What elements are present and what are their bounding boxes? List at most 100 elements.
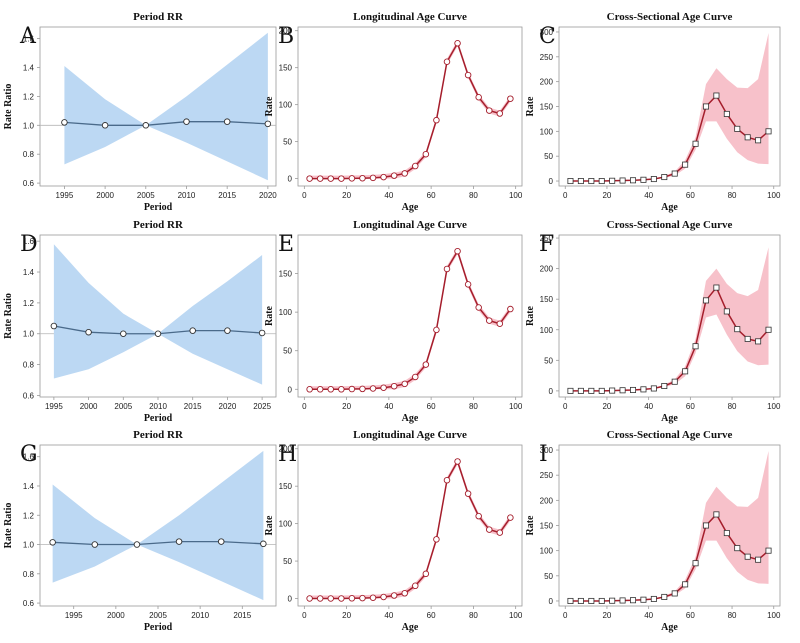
- data-point: [475, 94, 482, 101]
- y-tick-label: 150: [540, 522, 554, 531]
- data-point: [598, 178, 605, 185]
- data-point: [369, 594, 377, 602]
- x-tick-label: 2005: [149, 611, 167, 620]
- data-point: [154, 330, 162, 337]
- plot-frame: [39, 26, 277, 187]
- x-tick-label: 2000: [80, 402, 98, 411]
- y-tick-label: 0.6: [23, 391, 35, 400]
- y-tick-label: 50: [283, 347, 292, 356]
- data-point: [577, 597, 584, 604]
- data-point: [496, 110, 504, 117]
- data-point: [588, 387, 595, 394]
- panel-title: Period RR: [133, 219, 184, 231]
- y-tick-label: 1.2: [23, 92, 35, 101]
- data-point: [630, 386, 637, 393]
- data-point: [744, 553, 751, 560]
- data-point: [485, 317, 493, 324]
- panel-title: Longitudinal Age Curve: [353, 11, 467, 23]
- data-point: [619, 597, 626, 604]
- x-tick-label: 60: [427, 402, 436, 411]
- data-point: [327, 386, 335, 393]
- x-axis-label: Period: [144, 202, 173, 213]
- data-point: [671, 170, 678, 177]
- x-tick-label: 40: [644, 191, 653, 200]
- data-point: [577, 178, 584, 185]
- x-tick-label: 80: [469, 191, 478, 200]
- series-line: [64, 121, 268, 126]
- x-tick-label: 0: [563, 611, 568, 620]
- y-tick-label: 0: [288, 385, 293, 394]
- x-tick-label: 20: [602, 611, 611, 620]
- y-tick-label: 1.2: [23, 299, 35, 308]
- data-point: [412, 373, 419, 381]
- data-point: [359, 385, 366, 393]
- data-point: [588, 178, 595, 185]
- data-point: [454, 247, 461, 255]
- y-tick-label: 200: [279, 445, 293, 454]
- x-tick-label: 0: [302, 402, 307, 411]
- x-tick-label: 60: [427, 191, 436, 200]
- panel-title: Period RR: [133, 11, 184, 23]
- y-axis-label: Rate: [264, 96, 275, 117]
- data-point: [619, 387, 626, 394]
- data-point: [306, 595, 313, 602]
- data-point: [390, 382, 398, 390]
- y-tick-label: 1.6: [23, 35, 35, 44]
- data-point: [630, 597, 637, 604]
- y-tick-label: 100: [540, 547, 554, 556]
- data-point: [755, 137, 762, 144]
- y-tick-label: 200: [540, 496, 554, 505]
- y-tick-label: 300: [540, 446, 554, 455]
- x-axis-label: Period: [144, 413, 173, 424]
- panel-D: D Period RR 1995 2000 2005 2010 2015 2020 2025 0.…: [3, 219, 277, 424]
- data-point: [507, 305, 514, 313]
- x-tick-label: 80: [728, 611, 737, 620]
- data-point: [369, 174, 377, 182]
- y-tick-label: 200: [540, 78, 554, 87]
- y-tick-label: 250: [540, 53, 554, 62]
- data-point: [734, 326, 741, 333]
- y-tick-label: 1.4: [23, 63, 35, 72]
- confidence-band: [309, 248, 511, 390]
- x-tick-label: 2015: [184, 402, 202, 411]
- data-point: [496, 529, 504, 536]
- data-point: [217, 538, 225, 545]
- data-point: [755, 338, 762, 345]
- data-point: [723, 530, 730, 537]
- data-point: [422, 150, 430, 158]
- y-tick-label: 0.8: [23, 361, 35, 370]
- y-tick-label: 150: [279, 270, 293, 279]
- y-tick-label: 200: [279, 27, 293, 36]
- data-point: [650, 595, 657, 602]
- y-tick-label: 50: [544, 356, 553, 365]
- x-tick-label: 2015: [218, 191, 236, 200]
- data-point: [348, 385, 356, 393]
- panel-letter: F: [539, 232, 554, 257]
- y-axis-label: Rate Ratio: [3, 293, 14, 339]
- x-tick-label: 80: [728, 191, 737, 200]
- y-tick-label: 1.6: [23, 237, 35, 246]
- data-point: [348, 595, 356, 602]
- plot-frame: [297, 234, 523, 398]
- panel-title: Cross-Sectional Age Curve: [607, 11, 733, 23]
- data-point: [682, 368, 689, 375]
- x-tick-label: 100: [509, 611, 523, 620]
- panel-E: E Longitudinal Age Curve 0 20 40 60 80 100 0 50 10…: [264, 219, 523, 424]
- data-point: [692, 560, 699, 567]
- data-point: [475, 512, 482, 520]
- x-tick-label: 20: [342, 402, 351, 411]
- x-tick-label: 20: [342, 611, 351, 620]
- x-tick-label: 1995: [65, 611, 83, 620]
- panel-C: C Cross-Sectional Age Curve 0 20 40 60 80 100 0 5…: [525, 11, 781, 213]
- data-point: [401, 590, 408, 597]
- data-point: [380, 384, 387, 391]
- data-point: [85, 328, 92, 336]
- data-point: [661, 382, 668, 389]
- data-point: [359, 174, 366, 182]
- data-point: [380, 593, 387, 601]
- x-tick-label: 2010: [178, 191, 196, 200]
- y-tick-label: 1.0: [23, 121, 35, 130]
- panel-title: Longitudinal Age Curve: [353, 219, 467, 231]
- confidence-band: [53, 244, 263, 385]
- data-point: [702, 522, 709, 529]
